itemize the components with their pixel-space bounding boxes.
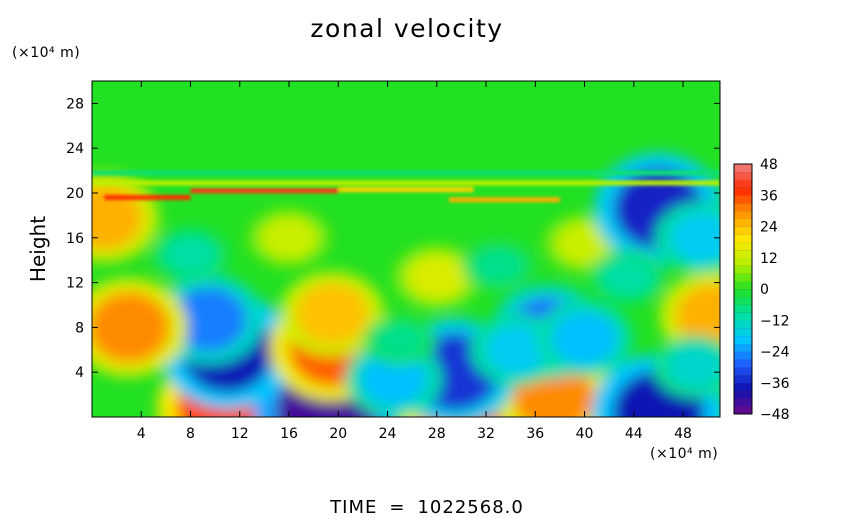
y-tick-label-24: 24 <box>66 141 84 157</box>
colorbar-frame <box>733 163 753 415</box>
band-4 <box>92 180 720 186</box>
colorbar-label-24: 24 <box>760 220 778 236</box>
feature-core-23 <box>669 212 720 264</box>
feature-core-18 <box>92 185 142 250</box>
colorbar-segment-1 <box>734 398 752 407</box>
colorbar-segment-12 <box>734 312 752 321</box>
time-equals: = <box>389 497 406 518</box>
colorbar-segment-22 <box>734 234 752 243</box>
y-tick-label-4: 4 <box>75 365 84 381</box>
colorbar-segment-21 <box>734 242 752 251</box>
colorbar-segment-20 <box>734 249 752 259</box>
colorbar-label-48: 48 <box>760 157 778 173</box>
colorbar: 48 36 24 12 0 −12 −24 −36 −48 <box>733 157 790 423</box>
band-1 <box>190 188 339 194</box>
feature-core-16 <box>676 284 720 349</box>
y-tick-label-16: 16 <box>66 231 84 247</box>
band-2 <box>338 187 474 193</box>
feature-core-19 <box>163 235 218 274</box>
colorbar-segment-25 <box>734 210 752 219</box>
band-5 <box>92 170 720 176</box>
colorbar-segment-10 <box>734 328 752 337</box>
colorbar-segment-5 <box>734 367 752 376</box>
feature-core-25 <box>473 248 524 284</box>
colorbar-segment-28 <box>734 187 752 196</box>
colorbar-label-12: 12 <box>760 251 778 267</box>
x-tick-label-40: 40 <box>576 426 594 442</box>
time-label: TIME <box>330 497 378 518</box>
colorbar-segment-24 <box>734 218 752 227</box>
colorbar-segment-16 <box>734 281 752 290</box>
plot-frame <box>91 80 721 418</box>
x-tick-label-8: 8 <box>186 426 195 442</box>
band-0 <box>104 194 191 200</box>
x-axis-unit: (×10⁴ m) <box>650 446 719 462</box>
feature-core-26 <box>601 257 655 297</box>
feature-core-6 <box>171 287 247 352</box>
y-tick-label-12: 12 <box>66 276 84 292</box>
colorbar-segment-9 <box>734 335 752 344</box>
colorbar-segment-14 <box>734 296 752 305</box>
colorbar-label--12: −12 <box>760 313 790 329</box>
feature-core-15 <box>92 292 170 363</box>
colorbar-segment-3 <box>734 382 752 391</box>
field-bands <box>92 170 720 203</box>
x-tick-label-20: 20 <box>329 426 347 442</box>
colorbar-segment-23 <box>734 226 752 235</box>
colorbar-label--48: −48 <box>760 407 790 423</box>
colorbar-segment-13 <box>734 304 752 313</box>
feature-core-8 <box>295 283 369 345</box>
colorbar-segment-29 <box>734 179 752 188</box>
x-tick-label-24: 24 <box>379 426 397 442</box>
colorbar-segment-15 <box>734 289 752 298</box>
colorbar-label-0: 0 <box>760 282 769 298</box>
x-tick-label-4: 4 <box>137 426 146 442</box>
y-axis-unit: (×10⁴ m) <box>12 45 81 61</box>
band-3 <box>449 197 560 203</box>
feature-core-21 <box>556 222 613 265</box>
colorbar-segment-8 <box>734 343 752 352</box>
feature-core-13 <box>551 311 618 366</box>
colorbar-segment-2 <box>734 390 752 399</box>
colorbar-segment-27 <box>734 195 752 204</box>
x-tick-label-36: 36 <box>526 426 544 442</box>
y-tick-label-28: 28 <box>66 96 84 112</box>
feature-core-14 <box>374 323 426 359</box>
x-tick-label-28: 28 <box>428 426 446 442</box>
x-tick-label-48: 48 <box>674 426 692 442</box>
x-tick-label-16: 16 <box>280 426 298 442</box>
colorbar-segment-4 <box>734 374 752 384</box>
heatmap-field <box>92 81 720 417</box>
time-readout: TIME = 1022568.0 <box>0 497 854 518</box>
feature-core-10 <box>360 351 428 407</box>
colorbar-segment-19 <box>734 257 752 266</box>
chart-title: zonal velocity <box>310 14 504 43</box>
feature-core-20 <box>407 254 467 300</box>
y-tick-label-8: 8 <box>75 320 84 336</box>
feature-core-12 <box>484 324 549 376</box>
colorbar-segment-31 <box>734 164 752 173</box>
colorbar-label-36: 36 <box>760 188 778 204</box>
colorbar-segment-0 <box>734 406 752 415</box>
colorbar-segment-17 <box>734 273 752 282</box>
colorbar-segment-30 <box>734 171 752 180</box>
time-value: 1022568.0 <box>417 497 524 518</box>
colorbar-segment-11 <box>734 320 752 329</box>
feature-core-24 <box>261 217 317 259</box>
colorbar-segment-18 <box>734 265 752 274</box>
colorbar-segment-6 <box>734 359 752 368</box>
colorbar-segment-26 <box>734 203 752 212</box>
colorbar-segment-7 <box>734 351 752 360</box>
colorbar-label--36: −36 <box>760 376 790 392</box>
x-tick-label-32: 32 <box>477 426 495 442</box>
x-tick-label-12: 12 <box>231 426 249 442</box>
x-tick-label-44: 44 <box>625 426 643 442</box>
colorbar-label--24: −24 <box>760 345 790 361</box>
feature-core-17 <box>666 344 720 389</box>
y-tick-label-20: 20 <box>66 186 84 202</box>
